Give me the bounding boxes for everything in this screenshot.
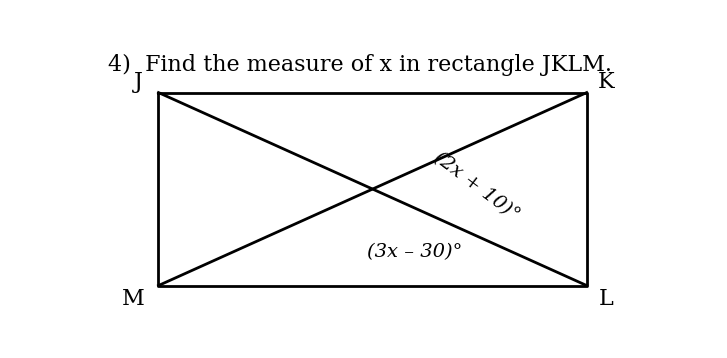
Text: M: M bbox=[121, 288, 145, 310]
Text: (3x – 30)°: (3x – 30)° bbox=[367, 243, 462, 261]
Text: K: K bbox=[598, 71, 615, 93]
Text: L: L bbox=[599, 288, 614, 310]
Text: (2x + 10)°: (2x + 10)° bbox=[430, 149, 523, 224]
Text: J: J bbox=[134, 71, 143, 93]
Text: 4)  Find the measure of x in rectangle JKLM.: 4) Find the measure of x in rectangle JK… bbox=[108, 54, 612, 76]
